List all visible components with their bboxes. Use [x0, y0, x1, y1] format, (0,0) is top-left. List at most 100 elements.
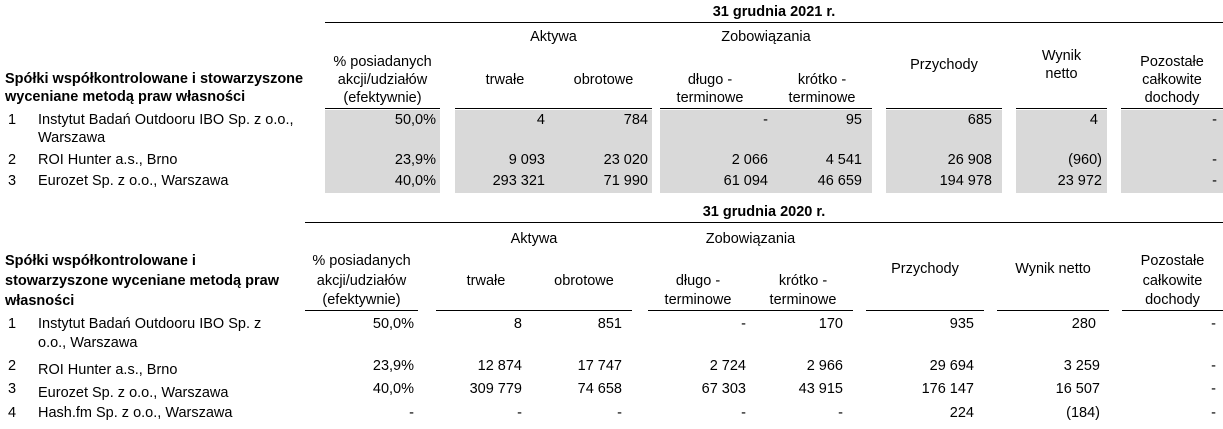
- wynik-value: 16 507: [1055, 381, 1100, 397]
- dlugo-value: 2 066: [731, 152, 768, 168]
- row-title-line1: Spółki współkontrolowane i: [5, 253, 196, 269]
- header-wynik-line2: netto: [1045, 66, 1078, 82]
- header-dlugo-line1: długo -: [675, 273, 721, 289]
- row-title-line2: wyceniane metodą praw własności: [5, 89, 246, 105]
- row-title-line3: własności: [5, 293, 75, 309]
- row-title-line1: Spółki współkontrolowane i stowarzyszone: [5, 71, 304, 87]
- wynik-value: (960): [1068, 152, 1102, 168]
- dlugo-value: 61 094: [723, 173, 768, 189]
- obrotowe-value: 17 747: [577, 358, 622, 374]
- pct-value: 50,0%: [372, 316, 414, 332]
- pozostale-value: -: [1211, 405, 1216, 421]
- dlugo-value: 67 303: [701, 381, 746, 397]
- company-name: Eurozet Sp. z o.o., Warszawa: [38, 173, 229, 189]
- pozostale-value: -: [1212, 173, 1217, 189]
- dlugo-value: 2 724: [709, 358, 746, 374]
- company-name: Eurozet Sp. z o.o., Warszawa: [38, 385, 229, 401]
- rule-header-aktywa: [455, 108, 652, 109]
- przychody-value: 194 978: [939, 173, 992, 189]
- pozostale-value: -: [1212, 152, 1217, 168]
- company-name-cont: Warszawa: [38, 130, 106, 146]
- pct-value: 40,0%: [372, 381, 414, 397]
- header-krotko-line2: terminowe: [788, 90, 856, 106]
- row-number: 1: [8, 316, 17, 332]
- obrotowe-value: 851: [597, 316, 622, 332]
- trwale-value: 9 093: [508, 152, 545, 168]
- header-zobowiazania: Zobowiązania: [705, 231, 796, 247]
- row-number: 2: [8, 358, 17, 374]
- rule-header-wynik: [997, 310, 1109, 311]
- krotko-value: 43 915: [798, 381, 843, 397]
- pct-value: 23,9%: [372, 358, 414, 374]
- header-przychody: Przychody: [910, 57, 978, 73]
- wynik-value: 280: [1071, 316, 1096, 332]
- dlugo-value: -: [763, 112, 768, 128]
- header-obrotowe: obrotowe: [573, 72, 634, 88]
- header-pct-line1: % posiadanych: [333, 54, 432, 70]
- company-name: Hash.fm Sp. z o.o., Warszawa: [38, 405, 233, 421]
- obrotowe-value: -: [617, 405, 622, 421]
- shade-zobowiazania: [660, 110, 872, 193]
- rule-header-przychody: [886, 108, 1002, 109]
- shade-aktywa: [455, 110, 652, 193]
- wynik-value: 23 972: [1057, 173, 1102, 189]
- rule-header-pct: [325, 108, 440, 109]
- row-number: 4: [8, 405, 17, 421]
- header-krotko-line1: krótko -: [797, 72, 847, 88]
- przychody-value: 935: [949, 316, 974, 332]
- company-name: Instytut Badań Outdooru IBO Sp. z: [38, 316, 262, 332]
- header-pozostale-line2: całkowite: [1142, 273, 1203, 289]
- header-trwale: trwałe: [485, 72, 525, 88]
- pct-value: -: [409, 405, 414, 421]
- obrotowe-value: 23 020: [603, 152, 648, 168]
- rule-header-zob: [648, 310, 853, 311]
- header-wynik: Wynik netto: [1015, 261, 1091, 277]
- dlugo-value: -: [741, 405, 746, 421]
- wynik-value: 3 259: [1063, 358, 1100, 374]
- trwale-value: 293 321: [492, 173, 545, 189]
- shade-pct: [325, 110, 440, 193]
- company-name: ROI Hunter a.s., Brno: [38, 362, 178, 378]
- header-zobowiazania: Zobowiązania: [721, 29, 811, 45]
- krotko-value: 4 541: [825, 152, 862, 168]
- shade-przychody: [886, 110, 1002, 193]
- trwale-value: 12 874: [477, 358, 522, 374]
- wynik-value: (184): [1066, 405, 1100, 421]
- krotko-value: 2 966: [806, 358, 843, 374]
- przychody-value: 26 908: [947, 152, 992, 168]
- rule-header-wynik: [1016, 108, 1107, 109]
- header-obrotowe: obrotowe: [554, 273, 614, 289]
- rule-header-aktywa: [436, 310, 632, 311]
- company-name-cont: o.o., Warszawa: [38, 335, 138, 351]
- header-pct-line2: akcji/udziałów: [337, 72, 428, 88]
- header-krotko-line1: krótko -: [778, 273, 828, 289]
- pct-value: 40,0%: [394, 173, 436, 189]
- header-przychody: Przychody: [891, 261, 959, 277]
- trwale-value: 4: [536, 112, 545, 128]
- pozostale-value: -: [1211, 381, 1216, 397]
- pozostale-value: -: [1211, 358, 1216, 374]
- header-pozostale-line1: Pozostałe: [1140, 54, 1204, 70]
- year-title: 31 grudnia 2021 r.: [712, 4, 836, 20]
- trwale-value: 8: [513, 316, 522, 332]
- header-trwale: trwałe: [466, 273, 506, 289]
- header-pozostale-line3: dochody: [1144, 90, 1200, 106]
- header-dlugo-line1: długo -: [687, 72, 733, 88]
- header-aktywa: Aktywa: [510, 231, 558, 247]
- krotko-value: 170: [818, 316, 843, 332]
- row-number: 3: [8, 381, 17, 397]
- rule-under-year-2021: [325, 22, 1223, 23]
- przychody-value: 224: [949, 405, 974, 421]
- header-aktywa: Aktywa: [530, 29, 577, 45]
- trwale-value: 309 779: [469, 381, 522, 397]
- rule-under-year-2020: [305, 222, 1223, 223]
- pct-value: 23,9%: [394, 152, 436, 168]
- rule-header-pozostale: [1121, 108, 1223, 109]
- header-pozostale-line3: dochody: [1145, 292, 1200, 308]
- przychody-value: 29 694: [929, 358, 974, 374]
- obrotowe-value: 784: [623, 112, 648, 128]
- company-name: ROI Hunter a.s., Brno: [38, 152, 178, 168]
- rule-header-pozostale: [1122, 310, 1223, 311]
- header-pct-line1: % posiadanych: [312, 253, 411, 269]
- pozostale-value: -: [1211, 316, 1216, 332]
